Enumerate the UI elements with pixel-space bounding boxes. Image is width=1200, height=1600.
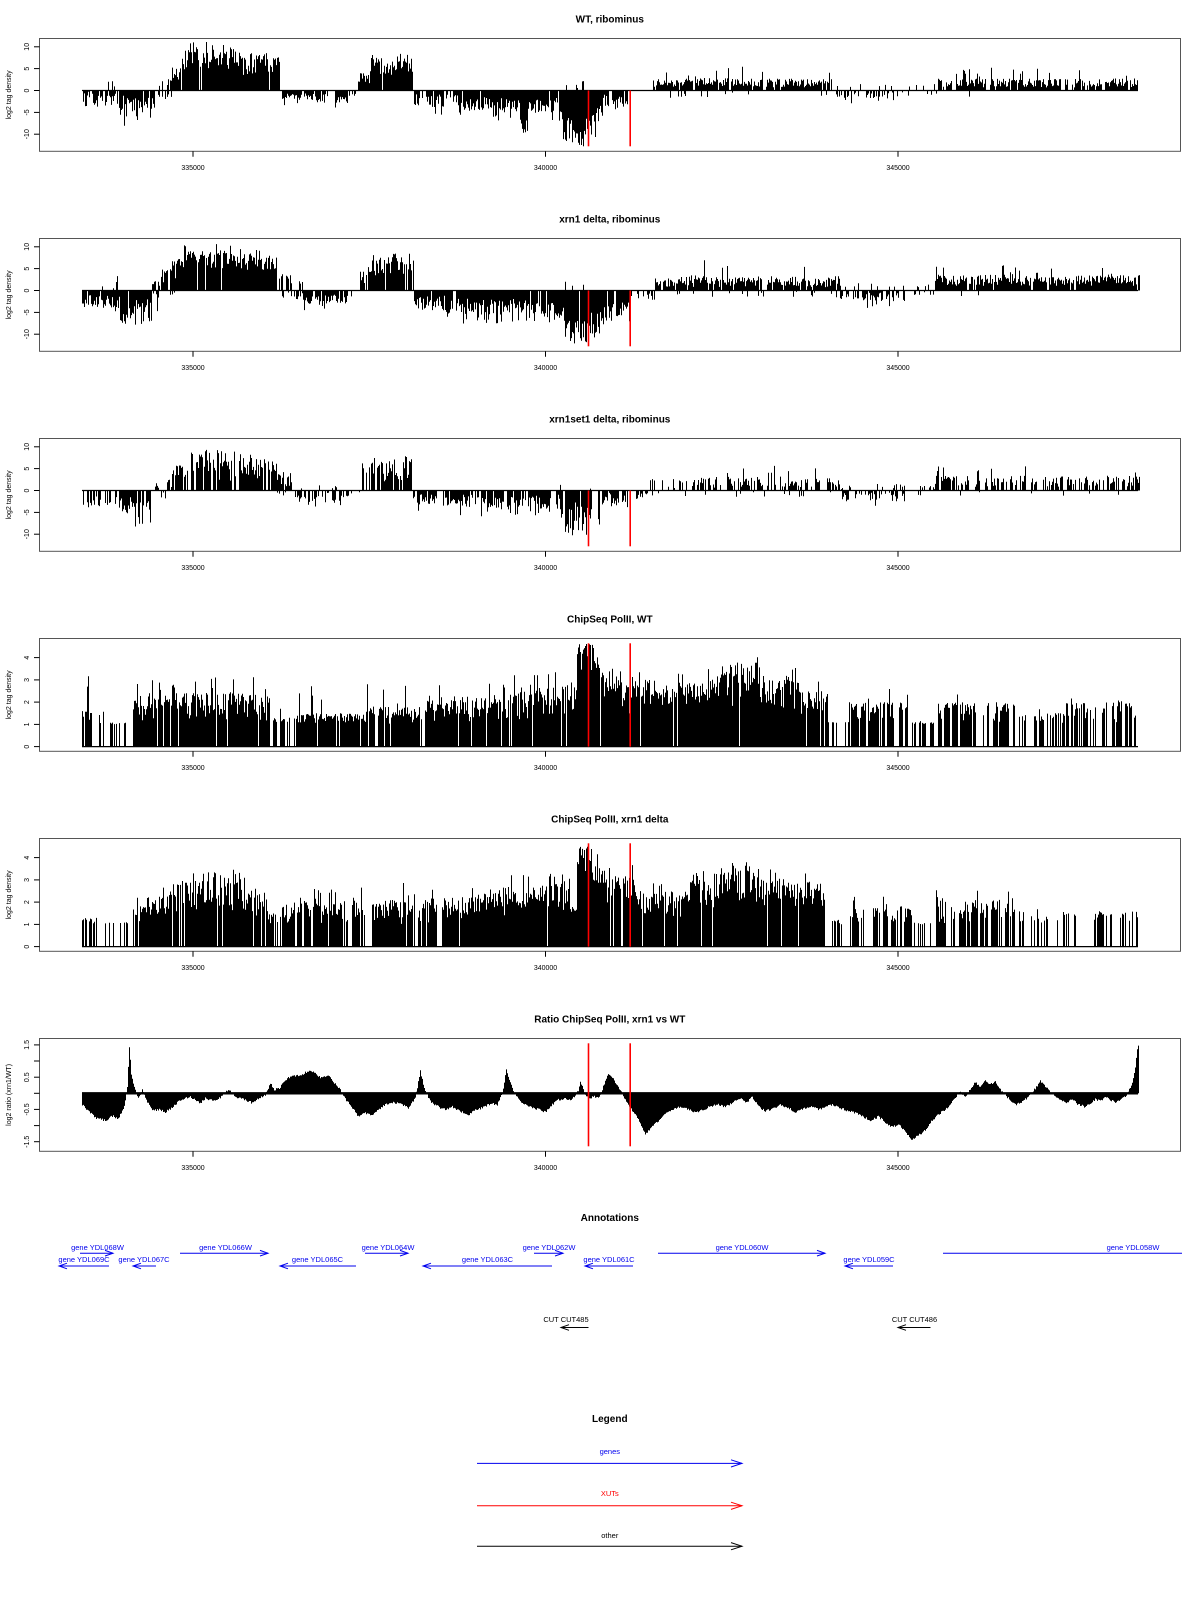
svg-text:log2 tag density: log2 tag density xyxy=(6,470,13,520)
svg-text:2: 2 xyxy=(24,900,31,904)
svg-text:335000: 335000 xyxy=(181,365,204,372)
svg-text:WT, ribominus: WT, ribominus xyxy=(576,14,645,25)
svg-text:log2 tag density: log2 tag density xyxy=(6,70,13,120)
svg-text:CUT CUT485: CUT CUT485 xyxy=(543,1315,588,1324)
svg-text:ChipSeq PolII, xrn1 delta: ChipSeq PolII, xrn1 delta xyxy=(551,814,669,825)
svg-text:0: 0 xyxy=(24,945,31,949)
svg-text:3: 3 xyxy=(24,878,31,882)
svg-text:xrn1set1 delta, ribominus: xrn1set1 delta, ribominus xyxy=(549,414,671,425)
svg-text:genes: genes xyxy=(600,1447,621,1456)
svg-text:345000: 345000 xyxy=(886,965,909,972)
svg-text:gene YDL063C: gene YDL063C xyxy=(462,1255,514,1264)
svg-text:0: 0 xyxy=(24,488,31,492)
svg-text:gene YDL061C: gene YDL061C xyxy=(583,1255,635,1264)
svg-text:4: 4 xyxy=(24,856,31,860)
svg-text:345000: 345000 xyxy=(886,565,909,572)
svg-text:gene YDL068W: gene YDL068W xyxy=(71,1243,125,1252)
svg-text:340000: 340000 xyxy=(534,565,557,572)
svg-text:340000: 340000 xyxy=(534,1165,557,1172)
svg-text:-5: -5 xyxy=(24,109,31,115)
svg-text:log2 tag density: log2 tag density xyxy=(6,670,13,720)
svg-text:log2 ratio (xrn1/WT): log2 ratio (xrn1/WT) xyxy=(6,1064,13,1126)
svg-text:0: 0 xyxy=(24,745,31,749)
svg-text:10: 10 xyxy=(24,43,31,51)
svg-text:log2 tag density: log2 tag density xyxy=(6,270,13,320)
svg-text:gene YDL069C: gene YDL069C xyxy=(58,1255,110,1264)
svg-text:-10: -10 xyxy=(24,329,31,339)
svg-text:335000: 335000 xyxy=(181,165,204,172)
svg-text:-1.5: -1.5 xyxy=(24,1136,31,1148)
svg-text:1.5: 1.5 xyxy=(24,1040,31,1050)
svg-text:0: 0 xyxy=(24,288,31,292)
svg-text:gene YDL064W: gene YDL064W xyxy=(362,1243,416,1252)
svg-text:340000: 340000 xyxy=(534,165,557,172)
svg-text:-5: -5 xyxy=(24,309,31,315)
svg-text:gene YDL067C: gene YDL067C xyxy=(118,1255,170,1264)
svg-text:335000: 335000 xyxy=(181,1165,204,1172)
svg-text:ChipSeq PolII, WT: ChipSeq PolII, WT xyxy=(567,614,653,625)
svg-text:gene YDL065C: gene YDL065C xyxy=(292,1255,344,1264)
svg-text:-10: -10 xyxy=(24,129,31,139)
svg-text:340000: 340000 xyxy=(534,365,557,372)
svg-text:345000: 345000 xyxy=(886,765,909,772)
svg-text:gene YDL058W: gene YDL058W xyxy=(1107,1243,1161,1252)
svg-text:340000: 340000 xyxy=(534,965,557,972)
svg-text:335000: 335000 xyxy=(181,565,204,572)
svg-text:345000: 345000 xyxy=(886,1165,909,1172)
svg-text:xrn1 delta, ribominus: xrn1 delta, ribominus xyxy=(559,214,661,225)
svg-text:1: 1 xyxy=(24,722,31,726)
svg-text:CUT CUT486: CUT CUT486 xyxy=(892,1315,937,1324)
svg-text:5: 5 xyxy=(24,267,31,271)
svg-text:2: 2 xyxy=(24,700,31,704)
svg-text:0.5: 0.5 xyxy=(24,1072,31,1082)
svg-text:345000: 345000 xyxy=(886,365,909,372)
svg-text:-0.5: -0.5 xyxy=(24,1103,31,1115)
svg-text:335000: 335000 xyxy=(181,765,204,772)
svg-text:gene YDL060W: gene YDL060W xyxy=(716,1243,770,1252)
svg-text:10: 10 xyxy=(24,243,31,251)
svg-text:10: 10 xyxy=(24,443,31,451)
svg-text:4: 4 xyxy=(24,656,31,660)
svg-text:Annotations: Annotations xyxy=(581,1213,640,1224)
svg-text:5: 5 xyxy=(24,67,31,71)
svg-text:-5: -5 xyxy=(24,509,31,515)
svg-text:other: other xyxy=(601,1531,619,1540)
svg-text:5: 5 xyxy=(24,467,31,471)
svg-text:Ratio ChipSeq PolII, xrn1 vs W: Ratio ChipSeq PolII, xrn1 vs WT xyxy=(534,1014,685,1025)
svg-text:340000: 340000 xyxy=(534,765,557,772)
svg-text:XUTs: XUTs xyxy=(601,1489,619,1498)
svg-text:3: 3 xyxy=(24,678,31,682)
svg-text:-10: -10 xyxy=(24,529,31,539)
svg-text:Legend: Legend xyxy=(592,1414,628,1425)
svg-text:log2 tag density: log2 tag density xyxy=(6,870,13,920)
svg-text:345000: 345000 xyxy=(886,165,909,172)
svg-text:1: 1 xyxy=(24,922,31,926)
svg-text:gene YDL062W: gene YDL062W xyxy=(523,1243,577,1252)
svg-text:0: 0 xyxy=(24,88,31,92)
svg-text:335000: 335000 xyxy=(181,965,204,972)
svg-text:gene YDL059C: gene YDL059C xyxy=(843,1255,895,1264)
svg-text:gene YDL066W: gene YDL066W xyxy=(199,1243,253,1252)
